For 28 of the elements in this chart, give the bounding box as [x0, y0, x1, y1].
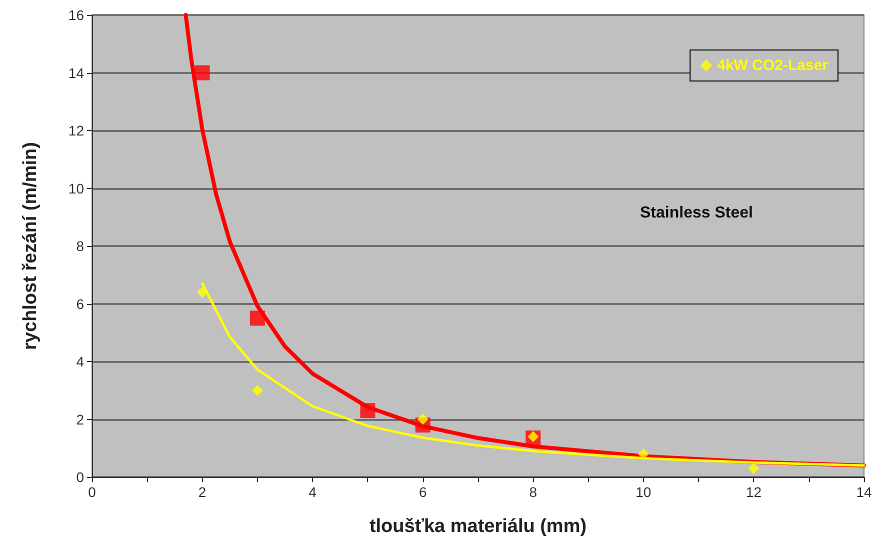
- x-axis-title: tloušťka materiálu (mm): [369, 516, 587, 537]
- point: [748, 462, 760, 474]
- y-tick-label: 16: [68, 7, 84, 23]
- y-tick-label: 8: [76, 238, 84, 254]
- x-tick-label: 6: [418, 484, 427, 500]
- x-tick-label: 0: [88, 484, 96, 500]
- x-tick-label: 10: [636, 484, 652, 500]
- point: [360, 403, 376, 418]
- y-tick-label: 0: [76, 469, 84, 485]
- y-tick-label: 4: [76, 354, 84, 370]
- x-tick-label: 8: [529, 484, 538, 500]
- point: [417, 414, 428, 425]
- y-tick-label: 14: [68, 64, 84, 81]
- point: [250, 310, 265, 326]
- y-tick-label: 10: [68, 180, 84, 196]
- point: [196, 286, 208, 298]
- x-tick-label: 14: [856, 484, 872, 500]
- legend-label: 4kW CO2-Laser: [717, 57, 828, 74]
- point: [194, 65, 210, 80]
- x-tick-label: 2: [198, 484, 206, 500]
- x-tick-label: 12: [746, 484, 762, 500]
- point: [252, 384, 263, 396]
- x-tick-label: 4: [308, 484, 317, 500]
- y-tick-label: 12: [68, 122, 84, 138]
- y-tick-label: 2: [76, 411, 84, 428]
- annotation: Stainless Steel: [640, 204, 753, 222]
- y-tick-label: 6: [76, 296, 84, 312]
- y-axis-title: rychlost řezání (m/min): [20, 142, 41, 350]
